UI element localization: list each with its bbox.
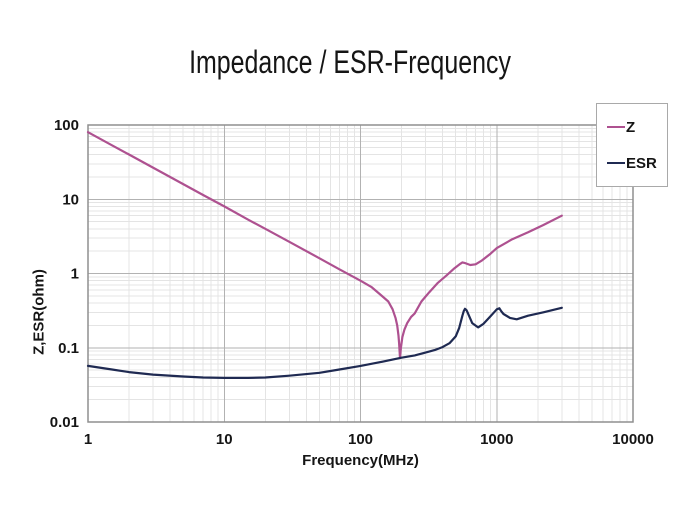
esr-series-label: ESR — [626, 154, 657, 172]
chart-title: Impedance / ESR-Frequency — [189, 44, 511, 80]
y-tick-label: 100 — [54, 117, 79, 134]
x-tick-label: 10 — [216, 431, 233, 448]
x-tick-label: 1000 — [480, 431, 513, 448]
y-tick-label: 1 — [71, 266, 79, 283]
esr-curve — [86, 306, 563, 379]
y-tick-label: 0.01 — [50, 414, 79, 431]
legend-item-esr: ESR — [607, 155, 667, 172]
x-axis-title: Frequency(MHz) — [302, 452, 419, 469]
legend-item-z: Z — [607, 119, 667, 136]
z-series-label: Z — [626, 118, 636, 136]
z-curve — [86, 131, 563, 359]
z-series-line-swatch — [607, 126, 625, 128]
x-tick-label: 100 — [348, 431, 373, 448]
plot-border — [87, 124, 634, 423]
x-tick-label: 10000 — [612, 431, 654, 448]
y-tick-label: 0.1 — [58, 340, 79, 357]
esr-series-line-swatch — [607, 162, 625, 164]
y-tick-label: 10 — [62, 191, 79, 208]
legend-box: Z ESR — [596, 103, 668, 187]
x-tick-label: 1 — [84, 431, 92, 448]
